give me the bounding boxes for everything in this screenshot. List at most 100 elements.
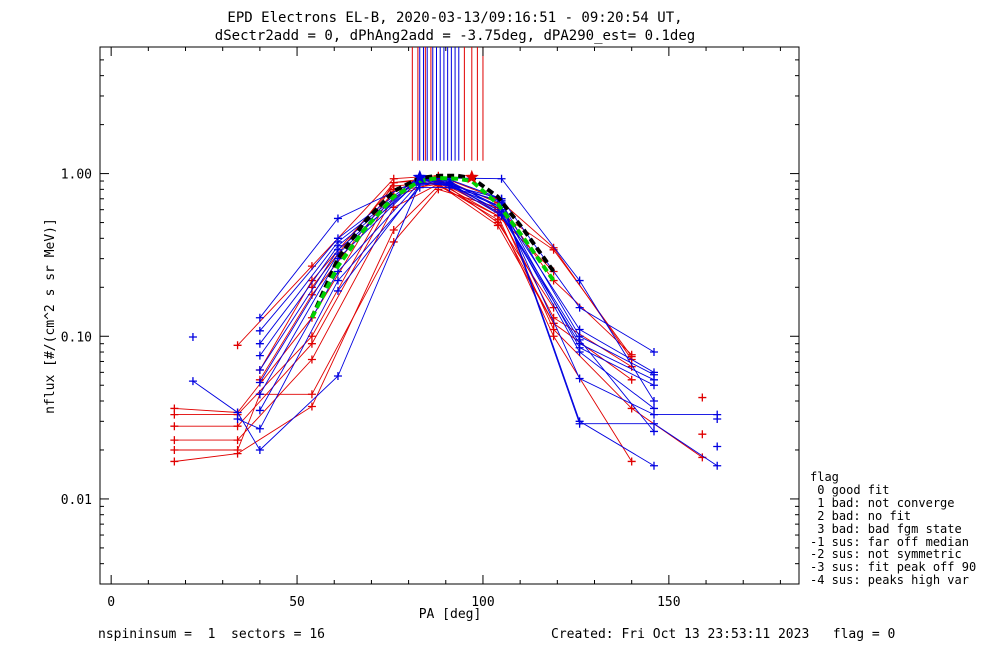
red-data-point [307, 332, 316, 341]
blue-data-point [575, 374, 584, 383]
blue-data-point [255, 424, 264, 433]
red-data-point [698, 393, 707, 402]
blue-data-point [575, 419, 584, 428]
red-data-point [627, 457, 636, 466]
blue-data-point [713, 461, 722, 470]
blue-data-point [255, 366, 264, 375]
blue-data-point [255, 378, 264, 387]
blue-data-point [497, 174, 506, 183]
blue-data-point [255, 445, 264, 454]
red-data-point [493, 218, 502, 227]
blue-data-point [649, 419, 658, 428]
blue-data-point [255, 339, 264, 348]
blue-data-point [649, 427, 658, 436]
blue-series-line [259, 180, 655, 381]
red-data-point [233, 436, 242, 445]
blue-series-line [259, 177, 655, 402]
red-data-point [307, 402, 316, 411]
red-data-point [549, 243, 558, 252]
peak-vertical-lines [411, 47, 484, 161]
blue-series-line [259, 179, 655, 409]
red-data-point [549, 332, 558, 341]
y-tick-label: 0.01 [61, 493, 92, 508]
blue-data-point [649, 404, 658, 413]
legend-line: 2 bad: no fit [810, 508, 912, 523]
blue-data-point [188, 332, 197, 341]
red-data-point [307, 339, 316, 348]
x-tick-label: 100 [471, 595, 494, 610]
red-data-point [307, 355, 316, 364]
flag-legend: flag 0 good fit 1 bad: not converge 2 ba… [810, 471, 976, 587]
black-fit-curve [310, 173, 556, 319]
red-series-line [259, 182, 554, 371]
blue-data-point [713, 415, 722, 424]
plot-frame [99, 46, 800, 585]
legend-line: -1 sus: far off median [810, 534, 969, 549]
x-tick-label: 150 [657, 595, 680, 610]
axes-group: 0 50 100 150 0.01 0.10 1.00 [61, 46, 799, 610]
red-series-line [174, 179, 632, 416]
blue-data-point [575, 303, 584, 312]
legend-line: 0 good fit [810, 482, 890, 497]
red-data-point [307, 390, 316, 399]
legend-line: 3 bad: bad fgm state [810, 521, 962, 536]
red-peak-marker [464, 169, 479, 184]
x-tick-label: 0 [107, 595, 115, 610]
blue-series-line [259, 178, 655, 376]
legend-line: 1 bad: not converge [810, 495, 955, 510]
blue-data-point [575, 325, 584, 334]
y-axis-label: nflux [#/(cm^2 s sr MeV)] [43, 218, 58, 414]
legend-line: -2 sus: not symmetric [810, 547, 962, 562]
legend-line: -3 sus: fit peak off 90 [810, 560, 977, 575]
blue-data-point [649, 368, 658, 377]
blue-data-point [333, 234, 342, 243]
blue-data-point [255, 351, 264, 360]
blue-data-point [713, 442, 722, 451]
red-data-point [627, 375, 636, 384]
blue-data-point [333, 371, 342, 380]
red-data-point [389, 226, 398, 235]
blue-data-point [445, 178, 454, 187]
blue-data-point [575, 335, 584, 344]
red-data-point [170, 457, 179, 466]
y-tick-label: 0.10 [61, 330, 92, 345]
footer-created-info: Created: Fri Oct 13 23:53:11 2023 flag =… [551, 627, 896, 642]
red-data-point [170, 436, 179, 445]
blue-data-point [649, 461, 658, 470]
blue-series-line [237, 187, 718, 467]
red-data-point [170, 422, 179, 431]
blue-data-point [255, 326, 264, 335]
red-series-line [174, 185, 633, 462]
green-fit-curve [310, 175, 556, 319]
legend-line: -4 sus: peaks high var [810, 573, 969, 588]
chart-title-line1: EPD Electrons EL-B, 2020-03-13/09:16:51 … [227, 10, 682, 26]
red-data-point [170, 445, 179, 454]
chart-title-line2: dSectr2add = 0, dPhAng2add = -3.75deg, d… [215, 28, 695, 44]
blue-data-point [333, 214, 342, 223]
blue-series-line [337, 182, 655, 432]
y-tick-label: 1.00 [61, 168, 92, 183]
series-group [170, 171, 722, 470]
blue-peak-marker [412, 169, 427, 184]
red-data-point [233, 445, 242, 454]
fit-curves-group [310, 169, 556, 319]
red-series-line [174, 180, 633, 427]
blue-data-point [333, 286, 342, 295]
red-data-point [389, 178, 398, 187]
blue-data-point [255, 313, 264, 322]
red-series-line [174, 183, 632, 441]
red-series-line [174, 188, 703, 458]
legend-line: flag [810, 470, 839, 484]
blue-data-point [255, 390, 264, 399]
blue-series-line [259, 176, 655, 353]
blue-data-point [649, 348, 658, 357]
blue-data-point [649, 396, 658, 405]
blue-data-point [333, 276, 342, 285]
red-data-point [627, 404, 636, 413]
red-data-point [233, 422, 242, 431]
blue-series-line [259, 182, 718, 416]
x-axis-label: PA [deg] [419, 607, 482, 622]
red-data-point [170, 404, 179, 413]
blue-series-line [259, 176, 655, 386]
